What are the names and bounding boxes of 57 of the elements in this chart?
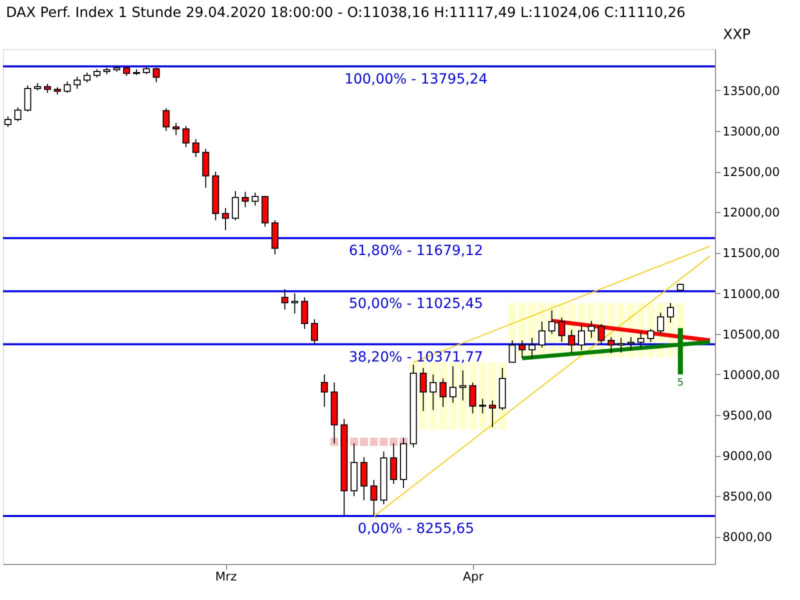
chart-title: DAX Perf. Index 1 Stunde 29.04.2020 18:00:00 - O:11038,16 H:11117,49 L:11024,06 C:11110,26 xyxy=(6,5,686,21)
candlestick xyxy=(162,108,170,132)
candlestick xyxy=(152,67,160,83)
candlestick xyxy=(202,148,210,188)
annotation: 50,00% - 11025,45 xyxy=(348,296,484,312)
candlestick xyxy=(608,336,615,354)
annotation: 100,00% - 13795,24 xyxy=(344,71,488,88)
candlestick xyxy=(370,479,378,516)
y-tick-label: 11500,00 xyxy=(722,246,780,260)
y-tick-label: 8500,00 xyxy=(722,490,772,504)
y-tick-label: 10000,00 xyxy=(722,368,780,382)
candlestick xyxy=(647,328,654,342)
bar xyxy=(360,438,368,446)
candlestick xyxy=(24,85,32,112)
candlestick xyxy=(192,138,200,158)
bar xyxy=(390,438,398,446)
candlestick xyxy=(4,116,12,128)
candlestick xyxy=(627,336,634,351)
candlestick xyxy=(301,296,308,330)
candlestick xyxy=(74,76,81,90)
x-tick-label: Apr xyxy=(462,570,484,584)
candlestick xyxy=(291,292,298,314)
bar xyxy=(458,362,467,430)
candlestick xyxy=(242,191,249,208)
bar xyxy=(380,438,388,446)
x-tick-label: Mrz xyxy=(215,570,237,584)
y-tick-label: 13000,00 xyxy=(722,124,780,138)
bar xyxy=(330,438,338,446)
candlestick xyxy=(281,288,288,310)
candlestick xyxy=(618,337,625,354)
annotation: 61,80% - 11679,12 xyxy=(348,243,484,260)
y-tick-label: 12500,00 xyxy=(722,165,780,180)
y-tick-label: 13500,00 xyxy=(722,84,780,98)
candlestick xyxy=(222,208,229,230)
annotation: 5 xyxy=(677,377,684,388)
y-tick-label: 10500,00 xyxy=(722,327,780,342)
y-tick-label: 12000,00 xyxy=(722,206,780,220)
bar xyxy=(370,438,378,446)
y-tick-label: 11000,00 xyxy=(722,286,780,301)
candlestick xyxy=(252,192,259,206)
bar xyxy=(350,438,358,446)
annotation: 0,00% - 8255,65 xyxy=(358,520,474,537)
candlestick xyxy=(14,106,22,122)
candlestick xyxy=(311,318,318,345)
text: XXP xyxy=(723,27,751,43)
y-tick-label: 9500,00 xyxy=(722,408,772,422)
bar xyxy=(478,362,487,430)
candlestick xyxy=(232,190,239,221)
candlestick xyxy=(637,332,644,348)
candlestick xyxy=(182,126,190,148)
candlestick xyxy=(172,122,180,136)
y-tick-label: 9000,00 xyxy=(722,449,772,464)
candlestick xyxy=(84,72,91,83)
candlestick xyxy=(64,80,71,94)
y-tick-label: 8000,00 xyxy=(722,530,772,544)
candlestick xyxy=(360,456,368,501)
candlestick xyxy=(320,374,328,408)
